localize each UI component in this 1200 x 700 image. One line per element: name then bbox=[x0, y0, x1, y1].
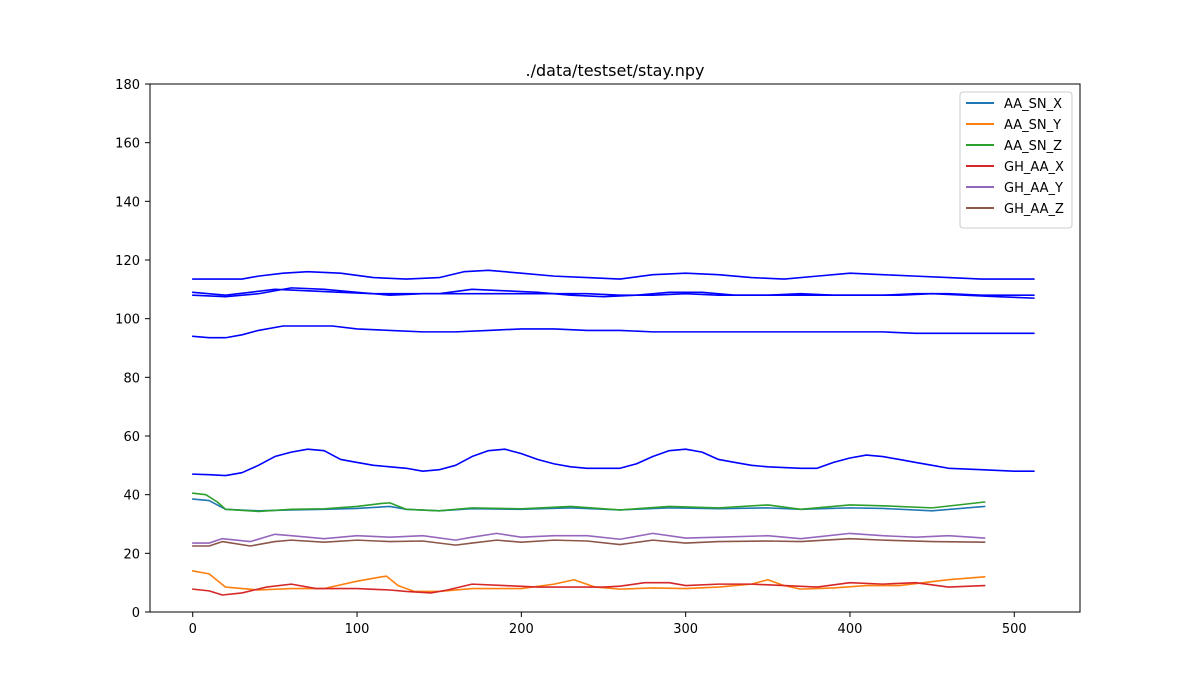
y-tick-label: 160 bbox=[115, 137, 140, 152]
y-tick-label: 20 bbox=[123, 547, 140, 562]
y-tick-label: 180 bbox=[115, 78, 140, 93]
series-line-9 bbox=[191, 287, 1035, 298]
y-tick-label: 0 bbox=[132, 606, 140, 621]
y-tick-label: 60 bbox=[123, 430, 140, 445]
legend: AA_SN_X AA_SN_Y AA_SN_Z GH_AA_X GH_AA_Y GH_AA… bbox=[959, 91, 1073, 229]
y-tick-label: 140 bbox=[115, 195, 140, 210]
series-line-7 bbox=[191, 269, 1035, 280]
chart-title: ./data/testset/stay.npy bbox=[526, 61, 705, 80]
series-layer bbox=[191, 269, 1035, 596]
axes: 0 100 200 300 400 500 0 20 40 60 80 100 120 140 160 180 bbox=[115, 78, 1081, 637]
legend-label-gh-aa-z: GH_AA_Z bbox=[1004, 202, 1064, 217]
y-tick-label: 120 bbox=[115, 254, 140, 269]
x-tick-label: 300 bbox=[673, 622, 698, 637]
series-line-gh-aa-z bbox=[191, 537, 986, 547]
series-line-10 bbox=[191, 325, 1035, 339]
legend-label-aa-sn-x: AA_SN_X bbox=[1004, 97, 1062, 112]
x-tick-label: 100 bbox=[345, 622, 370, 637]
legend-label-gh-aa-x: GH_AA_X bbox=[1004, 160, 1064, 175]
x-tick-label: 500 bbox=[1002, 622, 1027, 637]
legend-label-aa-sn-z: AA_SN_Z bbox=[1004, 139, 1062, 154]
legend-box bbox=[959, 91, 1073, 229]
series-line-gh-aa-y bbox=[191, 532, 986, 544]
legend-label-gh-aa-y: GH_AA_Y bbox=[1004, 181, 1063, 196]
series-line-aa-sn-z bbox=[191, 492, 986, 513]
y-tick-label: 40 bbox=[123, 489, 140, 504]
y-tick-label: 100 bbox=[115, 313, 140, 328]
legend-label-aa-sn-y: AA_SN_Y bbox=[1004, 118, 1061, 133]
x-tick-label: 0 bbox=[189, 622, 197, 637]
series-line-11 bbox=[191, 448, 1035, 477]
x-tick-label: 400 bbox=[838, 622, 863, 637]
x-tick-label: 200 bbox=[509, 622, 534, 637]
y-tick-label: 80 bbox=[123, 371, 140, 386]
series-line-gh-aa-x bbox=[191, 581, 986, 596]
plot-frame bbox=[149, 83, 1081, 613]
